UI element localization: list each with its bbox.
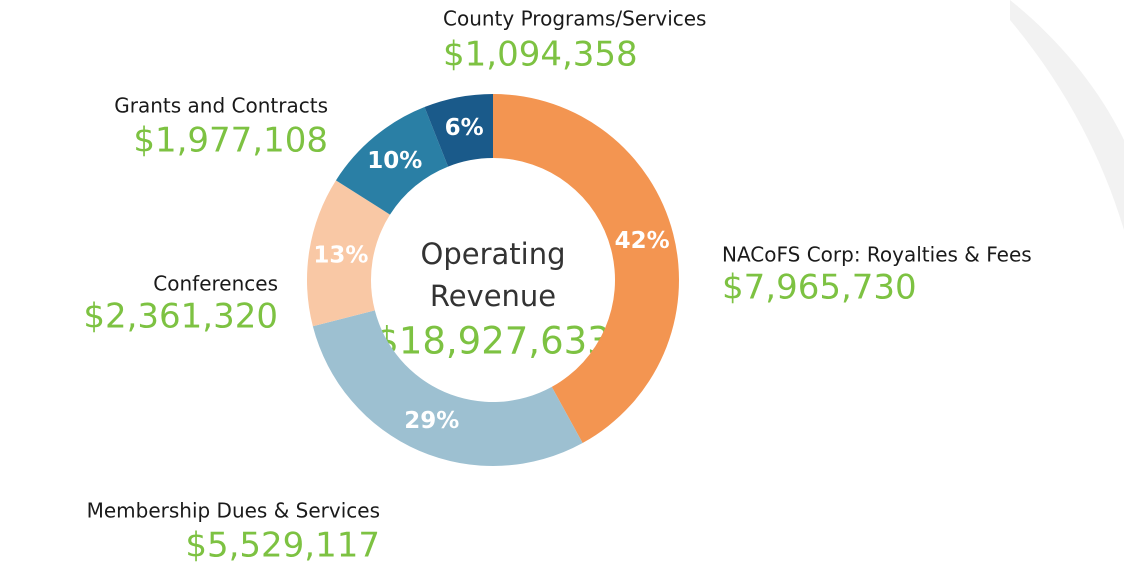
center-label: Revenue [430,279,556,313]
category-label: County Programs/Services [443,7,706,31]
slice-label: 29% [404,408,459,434]
amount-label: $7,965,730 [722,268,917,308]
category-label: Grants and Contracts [114,94,328,118]
background-arc [1010,0,1124,230]
center-amount: $18,927,633 [375,320,610,363]
slice [335,107,449,215]
background [1000,0,1124,150]
category-label: Membership Dues & Services [87,499,380,523]
slice [312,310,583,466]
category-label: Conferences [153,272,278,296]
amount-label: $5,529,117 [185,526,380,564]
slice [424,94,493,167]
amount-label: $1,094,358 [443,35,638,75]
slice [493,94,680,443]
slice-label: 6% [445,115,484,141]
center-label: Operating [421,237,566,271]
slice-label: 10% [367,148,422,174]
amount-label: $2,361,320 [83,297,278,337]
amount-label: $1,977,108 [133,121,328,161]
slice-label: 13% [313,242,368,268]
category-label: NACoFS Corp: Royalties & Fees [722,243,1032,267]
slice [307,180,390,327]
slice-label: 42% [615,228,670,254]
